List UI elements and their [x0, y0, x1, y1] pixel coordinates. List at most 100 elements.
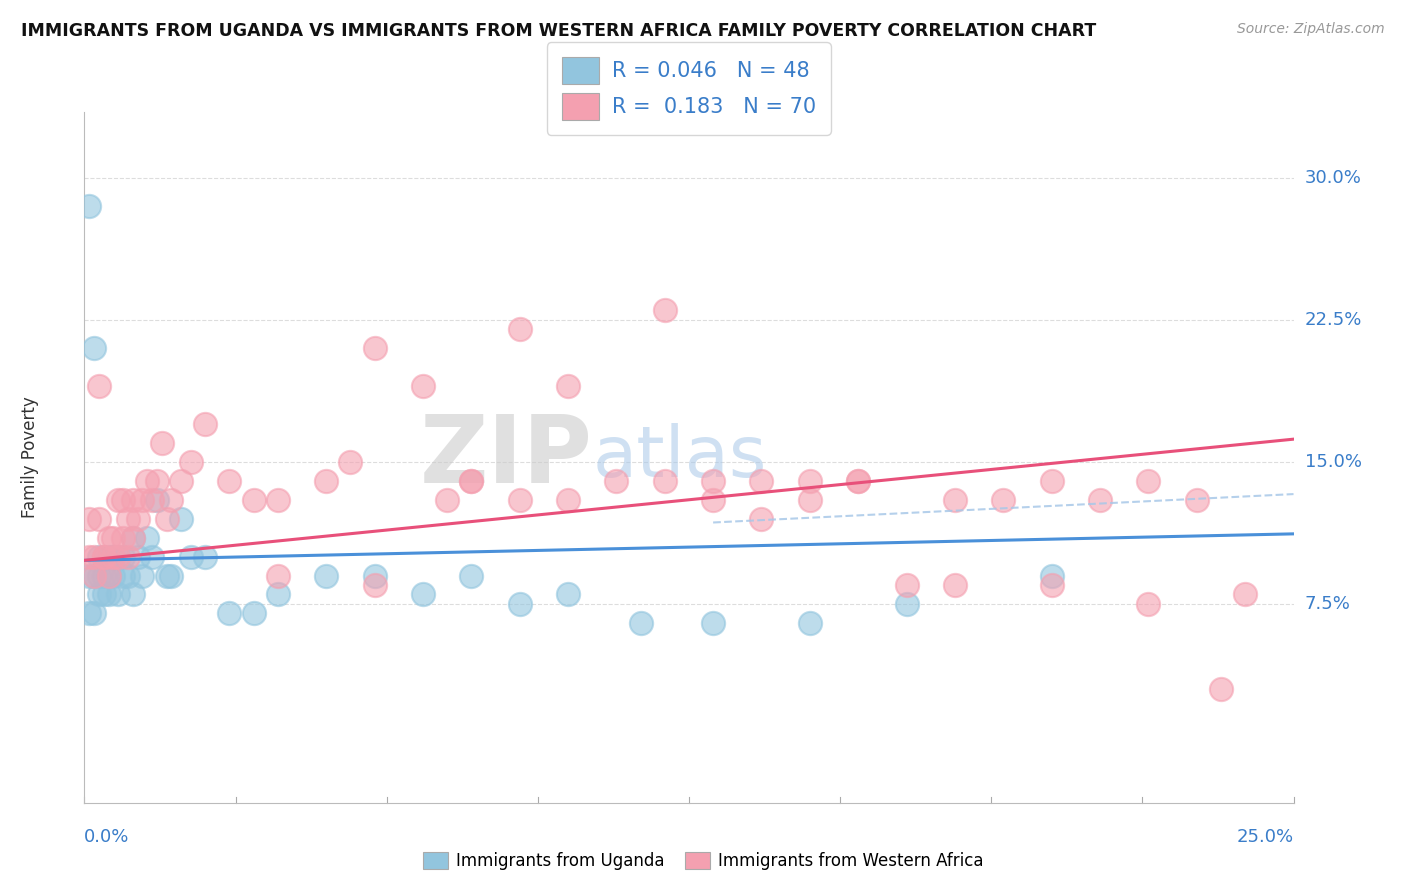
Point	[751, 474, 773, 488]
Point	[150, 436, 173, 450]
Point	[509, 492, 531, 507]
Point	[83, 341, 105, 355]
Point	[180, 455, 202, 469]
Point	[557, 379, 579, 393]
Point	[605, 474, 627, 488]
Point	[896, 597, 918, 611]
Point	[112, 492, 135, 507]
Point	[412, 379, 434, 393]
Point	[267, 492, 290, 507]
Point	[896, 578, 918, 592]
Point	[107, 549, 129, 564]
Point	[267, 568, 290, 582]
Point	[557, 587, 579, 601]
Text: Source: ZipAtlas.com: Source: ZipAtlas.com	[1237, 22, 1385, 37]
Text: ZIP: ZIP	[419, 411, 592, 503]
Point	[97, 549, 120, 564]
Point	[87, 379, 110, 393]
Point	[1185, 492, 1208, 507]
Text: atlas: atlas	[592, 423, 766, 491]
Point	[93, 568, 115, 582]
Point	[103, 531, 125, 545]
Point	[436, 492, 458, 507]
Point	[77, 512, 100, 526]
Point	[77, 607, 100, 621]
Point	[218, 474, 240, 488]
Point	[117, 512, 139, 526]
Point	[87, 568, 110, 582]
Point	[702, 474, 724, 488]
Point	[107, 492, 129, 507]
Point	[509, 322, 531, 336]
Point	[702, 492, 724, 507]
Point	[509, 597, 531, 611]
Point	[77, 199, 100, 213]
Point	[83, 607, 105, 621]
Point	[136, 474, 159, 488]
Point	[131, 492, 153, 507]
Point	[267, 587, 290, 601]
Point	[194, 417, 217, 431]
Point	[1209, 682, 1232, 697]
Point	[993, 492, 1015, 507]
Point	[1040, 578, 1063, 592]
Legend: R = 0.046   N = 48, R =  0.183   N = 70: R = 0.046 N = 48, R = 0.183 N = 70	[547, 43, 831, 135]
Point	[460, 568, 482, 582]
Point	[127, 512, 149, 526]
Text: 7.5%: 7.5%	[1305, 595, 1351, 613]
Point	[170, 474, 193, 488]
Point	[97, 531, 120, 545]
Point	[654, 303, 676, 318]
Point	[87, 512, 110, 526]
Point	[1234, 587, 1257, 601]
Point	[83, 549, 105, 564]
Point	[141, 492, 163, 507]
Point	[194, 549, 217, 564]
Point	[799, 492, 821, 507]
Point	[160, 492, 183, 507]
Point	[363, 568, 385, 582]
Point	[121, 531, 143, 545]
Point	[97, 568, 120, 582]
Point	[103, 549, 125, 564]
Point	[77, 568, 100, 582]
Point	[93, 549, 115, 564]
Point	[160, 568, 183, 582]
Point	[799, 615, 821, 630]
Point	[155, 512, 177, 526]
Text: Family Poverty: Family Poverty	[21, 396, 39, 518]
Point	[112, 568, 135, 582]
Point	[103, 549, 125, 564]
Point	[315, 568, 337, 582]
Point	[242, 492, 264, 507]
Point	[83, 568, 105, 582]
Text: 15.0%: 15.0%	[1305, 453, 1361, 471]
Point	[339, 455, 361, 469]
Point	[943, 578, 966, 592]
Text: 25.0%: 25.0%	[1236, 828, 1294, 846]
Point	[799, 474, 821, 488]
Point	[136, 531, 159, 545]
Point	[412, 587, 434, 601]
Legend: Immigrants from Uganda, Immigrants from Western Africa: Immigrants from Uganda, Immigrants from …	[416, 845, 990, 877]
Point	[460, 474, 482, 488]
Point	[1040, 474, 1063, 488]
Point	[1088, 492, 1111, 507]
Point	[87, 587, 110, 601]
Point	[460, 474, 482, 488]
Point	[363, 578, 385, 592]
Point	[315, 474, 337, 488]
Point	[146, 474, 169, 488]
Point	[103, 549, 125, 564]
Point	[107, 549, 129, 564]
Point	[141, 549, 163, 564]
Point	[702, 615, 724, 630]
Point	[107, 587, 129, 601]
Point	[117, 568, 139, 582]
Point	[363, 341, 385, 355]
Point	[751, 512, 773, 526]
Text: 22.5%: 22.5%	[1305, 310, 1362, 329]
Point	[121, 531, 143, 545]
Point	[1040, 568, 1063, 582]
Text: 30.0%: 30.0%	[1305, 169, 1361, 186]
